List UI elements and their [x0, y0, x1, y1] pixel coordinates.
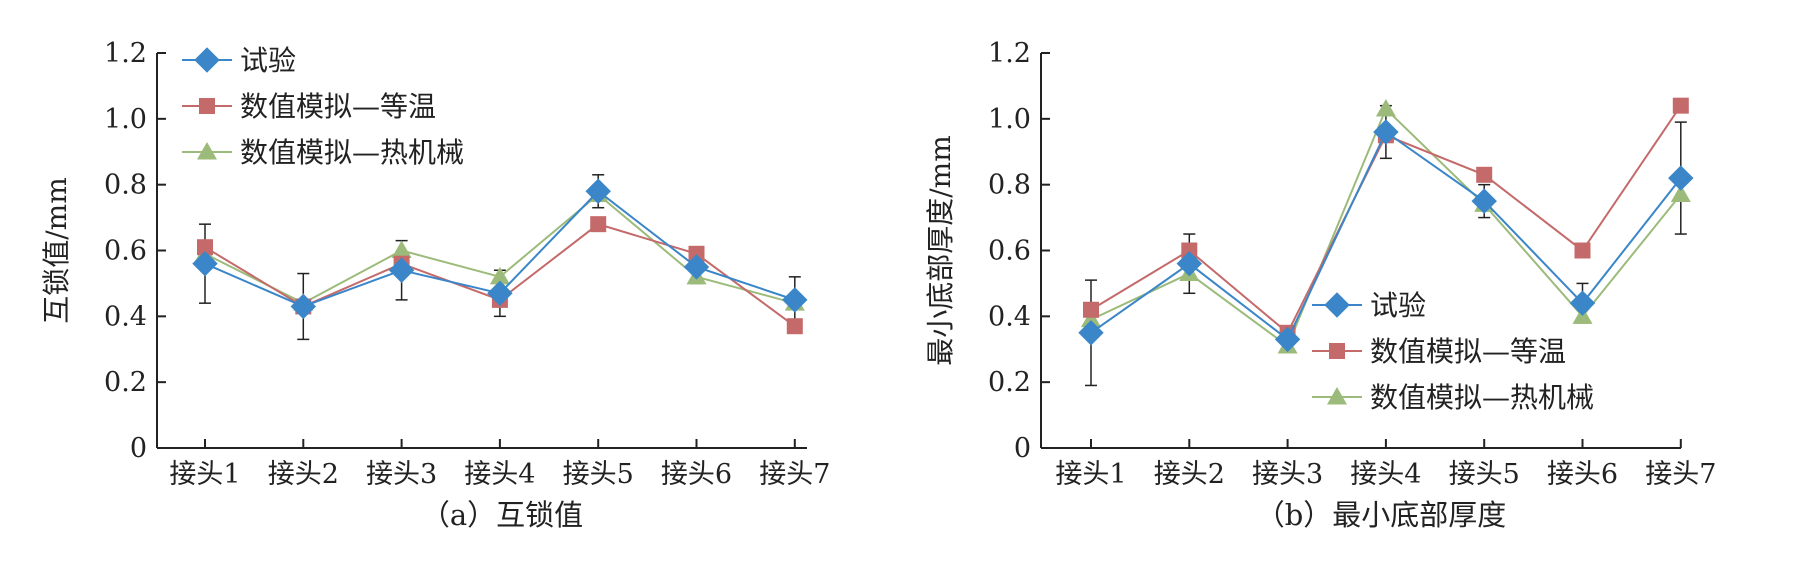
x-tick-label: 接头6	[1547, 459, 1618, 490]
data-point-series-1	[590, 216, 607, 233]
legend-marker	[1329, 343, 1345, 359]
legend-marker	[194, 47, 220, 73]
data-point-series-0	[290, 293, 317, 320]
x-tick-label: 接头1	[1055, 459, 1126, 490]
data-point-series-0	[1274, 326, 1301, 353]
y-axis-label: 最小底部厚度/mm	[924, 135, 957, 366]
data-point-series-0	[585, 178, 611, 204]
data-point-series-1	[786, 318, 803, 335]
data-point-series-0	[683, 254, 710, 280]
x-tick-label: 接头1	[169, 459, 240, 490]
y-tick-label: 0.6	[988, 236, 1031, 267]
panel-a: 0 0.2 0.4 0.6 0.8 1.0 1.2 接头1 接头2 接头3 接头4 接头5 接头6 接头7…	[40, 38, 830, 532]
data-point-series-0	[1569, 290, 1596, 316]
y-tick-label: 0.8	[988, 170, 1031, 201]
data-point-series-2	[391, 240, 412, 258]
data-point-series-0	[487, 280, 513, 306]
y-tick-label: 1.2	[104, 38, 147, 69]
y-tick-label: 0.4	[988, 301, 1031, 332]
data-point-series-2	[1081, 309, 1101, 328]
data-point-series-2	[1375, 98, 1396, 117]
y-tick-label: 0.2	[988, 367, 1031, 398]
legend-label: 数值模拟—等温	[240, 90, 436, 123]
data-point-series-1	[1574, 242, 1591, 259]
data-point-series-0	[1668, 165, 1694, 191]
data-point-series-0	[1373, 119, 1399, 145]
data-point-series-1	[1672, 97, 1689, 114]
x-tick-label: 接头6	[661, 459, 732, 490]
x-tick-label: 接头4	[464, 459, 535, 490]
data-point-series-2	[489, 266, 510, 285]
data-point-series-2	[1670, 184, 1691, 203]
legend-label: 数值模拟—等温	[1370, 335, 1566, 368]
data-point-series-0	[1471, 188, 1497, 214]
data-point-series-0	[1078, 320, 1104, 346]
panel-caption: （a）互锁值	[421, 498, 583, 532]
y-axis-label: 互锁值/mm	[40, 177, 73, 324]
y-tick-label: 0.6	[104, 236, 147, 267]
y-tick-label: 1.0	[988, 104, 1031, 135]
data-point-series-1	[688, 245, 705, 262]
data-point-series-1	[197, 239, 213, 256]
x-tick-label: 接头5	[563, 459, 634, 490]
x-tick-label: 接头5	[1449, 459, 1520, 490]
data-point-series-0	[388, 257, 415, 283]
panel-caption: （b）最小底部厚度	[1256, 498, 1507, 532]
x-tick-label: 接头3	[1252, 459, 1323, 490]
legend-marker	[199, 98, 215, 114]
panel-b: 0 0.2 0.4 0.6 0.8 1.0 1.2 接头1 接头2 接头3 接头4 接头5 接头6 接头7…	[924, 38, 1716, 532]
y-tick-label: 1.0	[104, 104, 147, 135]
y-tick-label: 0	[130, 433, 147, 464]
x-tick-label: 接头2	[268, 459, 339, 490]
data-point-series-1	[1083, 301, 1099, 318]
data-point-series-0	[782, 287, 808, 313]
legend-label: 试验	[1370, 289, 1426, 322]
y-tick-label: 0.2	[104, 367, 147, 398]
data-point-series-0	[192, 250, 218, 277]
legend-marker	[197, 142, 217, 160]
data-point-series-0	[1176, 250, 1203, 277]
y-tick-label: 0	[1014, 433, 1031, 464]
x-tick-label: 接头7	[759, 459, 830, 490]
y-tick-label: 1.2	[988, 38, 1031, 69]
x-tick-label: 接头2	[1154, 459, 1225, 490]
legend-label: 试验	[240, 44, 296, 77]
data-point-series-1	[1181, 242, 1198, 259]
legend-label: 数值模拟—热机械	[240, 136, 464, 169]
legend-marker	[1327, 387, 1347, 405]
data-point-series-1	[1476, 166, 1493, 183]
x-tick-label: 接头7	[1645, 459, 1716, 490]
legend-marker	[1324, 292, 1350, 318]
x-tick-label: 接头4	[1350, 459, 1421, 490]
legend-label: 数值模拟—热机械	[1370, 381, 1594, 414]
y-tick-label: 0.8	[104, 170, 147, 201]
x-tick-label: 接头3	[366, 459, 437, 490]
y-tick-label: 0.4	[104, 301, 147, 332]
